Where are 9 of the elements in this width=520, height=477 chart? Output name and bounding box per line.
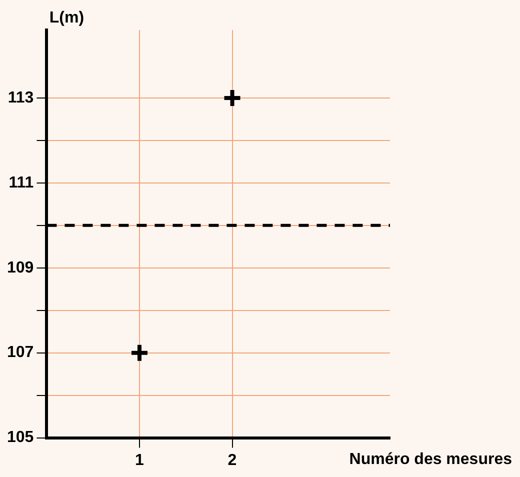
y-axis-title: L(m) bbox=[49, 9, 84, 26]
x-axis-title: Numéro des mesures bbox=[349, 451, 512, 468]
x-tick-label: 2 bbox=[228, 452, 237, 469]
y-tick-label: 111 bbox=[8, 174, 34, 192]
y-tick-label: 109 bbox=[6, 259, 34, 276]
x-tick-label: 1 bbox=[135, 452, 144, 469]
y-tick-label: 107 bbox=[6, 344, 34, 362]
y-tick-label: 105 bbox=[6, 429, 34, 446]
y-tick-label: 113 bbox=[8, 89, 34, 106]
